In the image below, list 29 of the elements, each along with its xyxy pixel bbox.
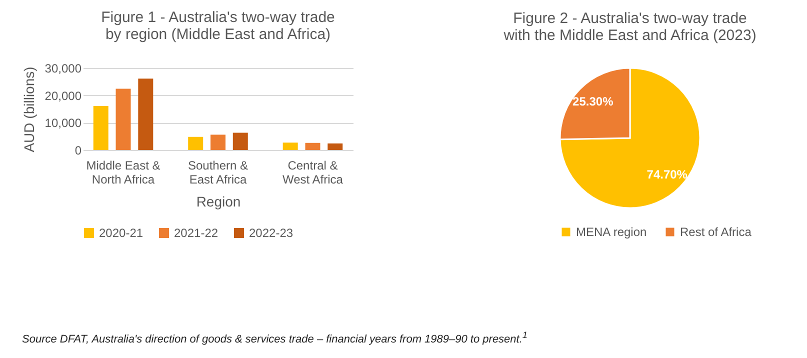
bar: [116, 88, 131, 150]
data-label: 25.30%: [572, 94, 614, 109]
y-tick-label: 0: [74, 144, 82, 158]
y-tick-label: 30,000: [44, 62, 82, 76]
y-axis-title: AUD (billions): [20, 66, 37, 152]
bar: [210, 134, 226, 150]
bar: [305, 142, 320, 150]
x-tick-label: Southern & East Africa: [188, 158, 248, 186]
bar: [93, 106, 108, 150]
source-note: Source DFAT, Australia's direction of goods & services trade – financial years from 1989–90 to present.$^{1}$: [22, 330, 528, 346]
y-tick-label: 20,000: [44, 88, 82, 103]
bar: [188, 136, 204, 150]
x-axis-title: Region: [196, 194, 241, 210]
x-tick-label: Central & West Africa: [282, 158, 344, 186]
bar: [328, 143, 343, 150]
pie-slice: [559, 67, 701, 209]
bar: [232, 132, 248, 150]
chart-title: Figure 2 - Australia's two-way trade with the Middle East and Africa (2023): [502, 10, 756, 44]
legend-label: 2020-21: [99, 226, 144, 240]
bar: [138, 78, 154, 150]
legend-label: 2021-22: [174, 226, 218, 240]
chart-title: Figure 1 - Australia's two-way trade by region (Middle East and Africa): [101, 9, 335, 43]
bar: [282, 142, 298, 150]
legend-label: 2022-23: [249, 226, 294, 240]
y-tick-label: 10,000: [44, 116, 82, 130]
legend-label: MENA region: [576, 225, 647, 239]
data-label: 74.70%: [646, 167, 688, 182]
legend-label: Rest of Africa: [680, 225, 752, 239]
x-tick-label: Middle East & North Africa: [86, 158, 160, 186]
